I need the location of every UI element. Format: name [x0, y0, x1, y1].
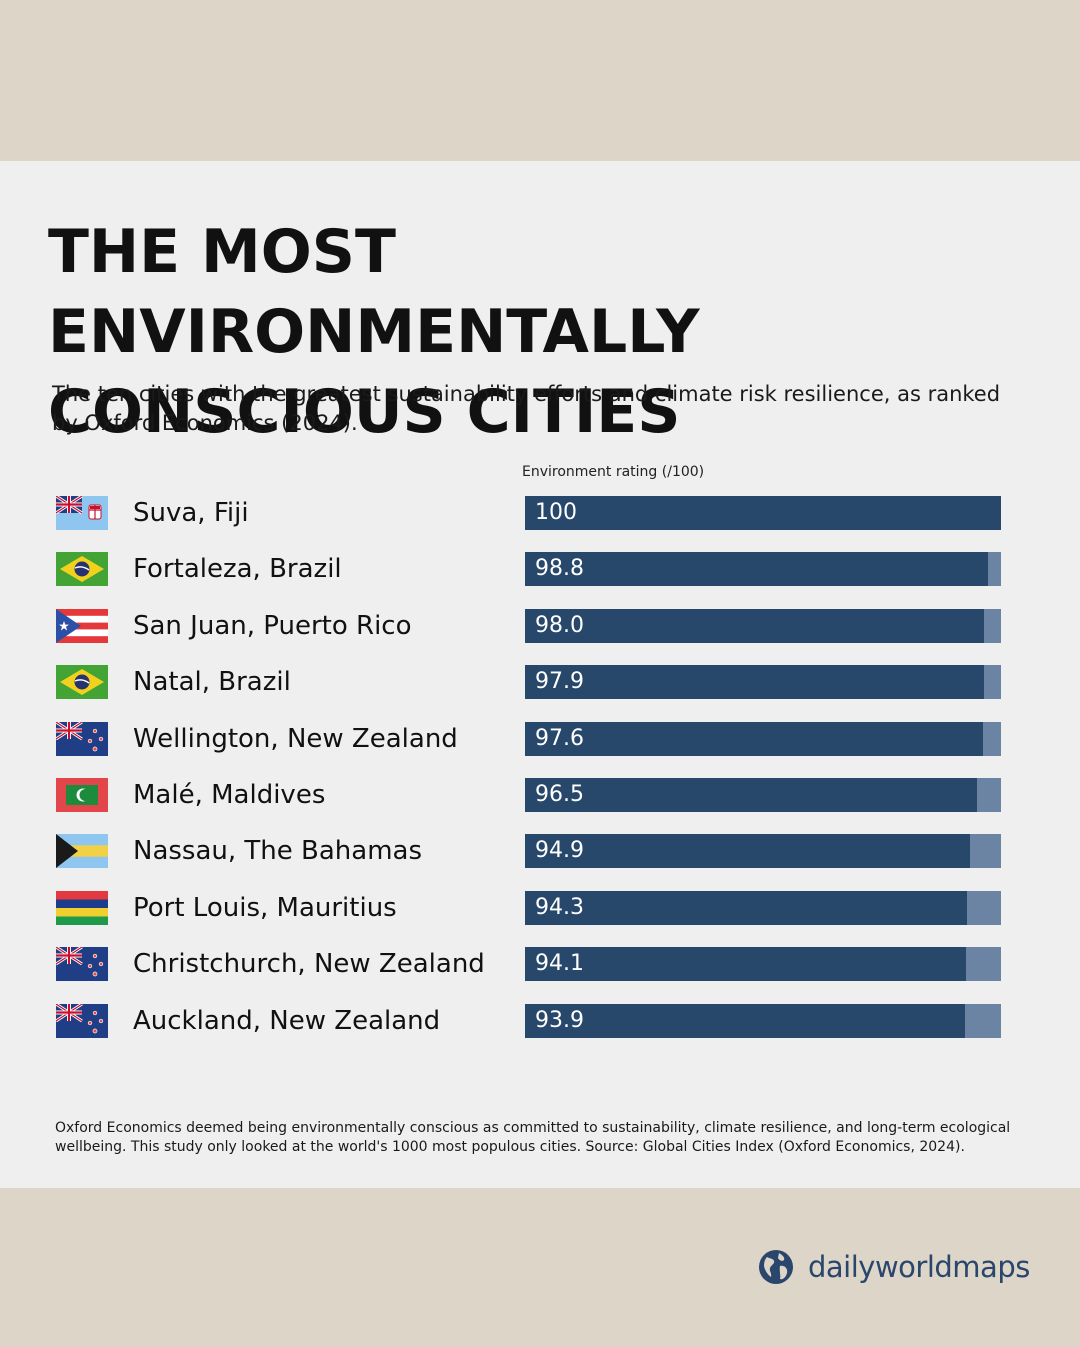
globe-icon: [759, 1250, 793, 1284]
brazil-flag-icon: [56, 665, 108, 700]
footnote: Oxford Economics deemed being environmen…: [55, 1120, 1011, 1155]
category-label: Malé, Maldives: [133, 780, 326, 810]
category-label: Auckland, New Zealand: [133, 1005, 441, 1036]
chart-title: THE MOST ENVIRONMENTALLY CONSCIOUS CITIE…: [48, 212, 1048, 452]
data-label: 94.3: [535, 894, 584, 920]
bar-row: Fortaleza, Brazil 98.8: [0, 551, 1080, 587]
data-label: 93.9: [535, 1007, 584, 1033]
bar-row: Christchurch, New Zealand 94.1: [0, 946, 1080, 982]
new-zealand-flag-icon: [56, 947, 108, 982]
data-label: 97.9: [535, 669, 584, 695]
bar-track: 97.6: [525, 721, 1001, 756]
data-label: 96.5: [535, 782, 584, 807]
fiji-flag-icon: [56, 496, 108, 530]
bar: [525, 496, 1001, 530]
bar-track: 98.8: [525, 552, 1001, 587]
bar: [525, 608, 985, 643]
bar-row: Nassau, The Bahamas 94.9: [0, 833, 1080, 869]
bar-track: 96.5: [525, 778, 1001, 812]
bar: [525, 665, 984, 700]
data-label: 98.8: [535, 556, 584, 582]
category-label: San Juan, Puerto Rico: [133, 610, 412, 641]
bar-track: 93.9: [525, 1003, 1001, 1038]
category-label: Nassau, The Bahamas: [133, 836, 423, 867]
axis-label: Environment rating (/100): [522, 464, 705, 480]
bar-track: 94.1: [525, 947, 1001, 982]
new-zealand-flag-icon: [56, 1003, 108, 1038]
bar: [525, 890, 968, 925]
category-label: Fortaleza, Brazil: [133, 554, 342, 585]
new-zealand-flag-icon: [56, 721, 108, 756]
brand-name: dailyworldmaps: [808, 1250, 1030, 1284]
bar-track: 100: [525, 496, 1001, 530]
bar-row: Suva, Fiji 100: [0, 495, 1080, 531]
maldives-flag-icon: [56, 778, 108, 812]
chart-subtitle: The ten cities with the greatest sustain…: [52, 382, 1001, 435]
bar-track: 98.0: [525, 608, 1001, 643]
data-label: 94.1: [535, 951, 584, 977]
category-label: Port Louis, Mauritius: [133, 892, 397, 923]
data-label: 100: [535, 500, 577, 525]
title-line-1: THE MOST ENVIRONMENTALLY: [48, 217, 700, 367]
data-label: 98.0: [535, 612, 584, 638]
bar-track: 94.3: [525, 890, 1001, 925]
bar-row: Malé, Maldives 96.5: [0, 777, 1080, 813]
bar-row: Wellington, New Zealand 97.6: [0, 721, 1080, 757]
bar-track: 94.9: [525, 834, 1001, 869]
puerto-rico-flag-icon: [56, 608, 108, 643]
bar: [525, 552, 989, 587]
category-label: Christchurch, New Zealand: [133, 949, 485, 980]
bar: [525, 778, 978, 812]
data-label: 94.9: [535, 838, 584, 864]
bar-row: Natal, Brazil 97.9: [0, 664, 1080, 700]
data-label: 97.6: [535, 725, 584, 751]
category-label: Suva, Fiji: [133, 498, 249, 528]
bar: [525, 834, 970, 869]
mauritius-flag-icon: [56, 890, 108, 925]
title-line-2: CONSCIOUS CITIES: [48, 377, 681, 447]
bar: [525, 947, 967, 982]
category-label: Natal, Brazil: [133, 667, 291, 698]
category-label: Wellington, New Zealand: [133, 723, 458, 754]
bar-track: 97.9: [525, 665, 1001, 700]
bahamas-flag-icon: [56, 834, 108, 869]
bar: [525, 721, 983, 756]
bar: [525, 1003, 966, 1038]
bar-row: San Juan, Puerto Rico 98.0: [0, 608, 1080, 644]
brazil-flag-icon: [56, 552, 108, 587]
bar-row: Auckland, New Zealand 93.9: [0, 1003, 1080, 1039]
bar-row: Port Louis, Mauritius 94.3: [0, 890, 1080, 926]
